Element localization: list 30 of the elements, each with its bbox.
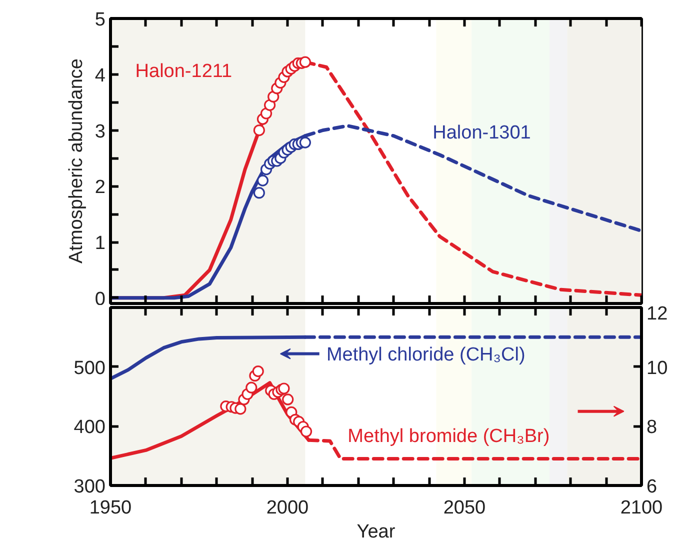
point xyxy=(299,56,311,68)
x-axis-title: Year xyxy=(356,522,396,542)
x-tick-label: 2100 xyxy=(620,498,663,518)
x-tick-label: 2000 xyxy=(266,498,309,518)
y2-tick-label: 6 xyxy=(646,476,658,498)
y-tick-label: 0 xyxy=(94,288,106,310)
legend-label: Methyl chloride (CH₃Cl) xyxy=(326,344,526,366)
x-tick-label: 2050 xyxy=(443,498,486,518)
y-tick-label: 400 xyxy=(74,417,106,438)
y-tick-label: 3 xyxy=(94,121,106,142)
text: Halon-1211 xyxy=(135,61,232,82)
point xyxy=(253,187,265,199)
text: Halon-1301 xyxy=(432,122,531,144)
y2-tick-label: 12 xyxy=(646,304,668,324)
point xyxy=(253,124,265,136)
y-tick-label: 500 xyxy=(74,358,106,379)
y-tick-label: 1 xyxy=(94,233,106,254)
point xyxy=(260,108,272,120)
point xyxy=(264,99,276,111)
y-axis-title: Atmospheric abundance xyxy=(66,58,87,264)
y2-tick-label: 10 xyxy=(646,358,668,379)
y-tick-label: 300 xyxy=(74,476,106,498)
point xyxy=(256,174,269,186)
text: Methyl bromide (CH₃Br) xyxy=(348,426,550,448)
point xyxy=(299,136,311,148)
y2-tick-label: 8 xyxy=(646,417,658,438)
y-tick-label: 4 xyxy=(94,65,106,86)
y-tick-label: 5 xyxy=(94,10,106,30)
x-tick-label: 1950 xyxy=(89,498,132,518)
y-tick-label: 2 xyxy=(94,177,106,198)
